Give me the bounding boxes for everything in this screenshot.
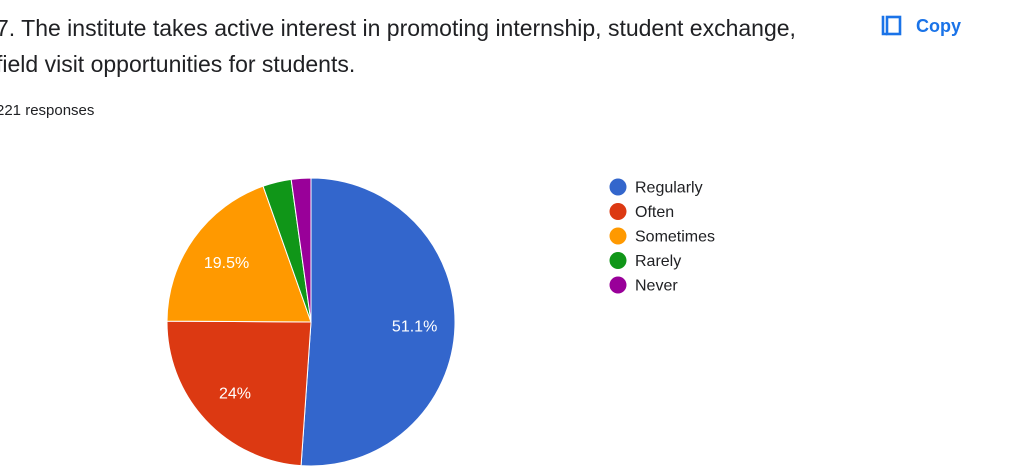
slice-label-sometimes: 19.5% [204, 255, 249, 272]
legend-label-sometimes[interactable]: Sometimes [635, 229, 715, 246]
legend-swatch-regularly [610, 179, 627, 196]
legend-swatch-rarely [610, 252, 627, 269]
slice-label-often: 24% [219, 385, 251, 402]
slice-label-regularly: 51.1% [392, 319, 437, 336]
legend-label-regularly[interactable]: Regularly [635, 180, 703, 197]
legend: Regularly Often Sometimes Rarely Never [610, 179, 716, 295]
legend-swatch-sometimes [610, 228, 627, 245]
legend-label-never[interactable]: Never [635, 278, 678, 295]
legend-label-rarely[interactable]: Rarely [635, 253, 681, 270]
legend-swatch-never [610, 277, 627, 294]
legend-label-often[interactable]: Often [635, 204, 674, 221]
legend-swatch-often [610, 203, 627, 220]
